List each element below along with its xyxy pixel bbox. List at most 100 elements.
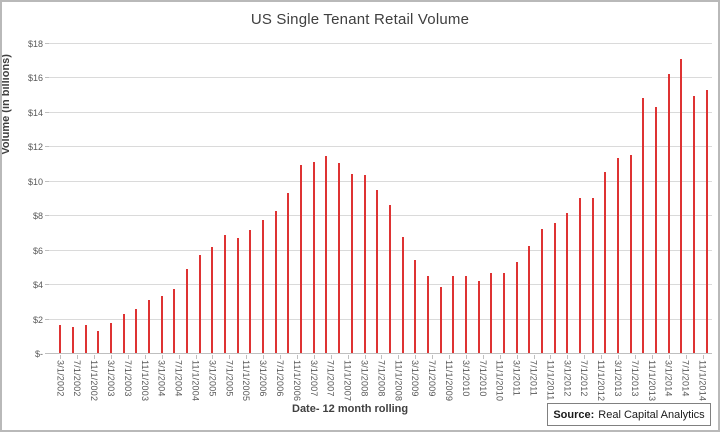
x-tick-label: 11/1/2014 [697, 360, 708, 402]
gridline [49, 180, 712, 182]
x-axis-tick-mark [195, 355, 197, 359]
x-tick-label: 3/1/2006 [258, 360, 269, 397]
x-tick-label: 11/1/2004 [190, 360, 201, 402]
x-axis-tick-mark [296, 355, 298, 359]
bar [642, 98, 645, 353]
bar [224, 235, 227, 353]
x-axis-tick-mark [212, 355, 214, 359]
x-tick-label: 11/1/2012 [596, 360, 607, 402]
x-tick-label: 7/1/2012 [579, 360, 590, 397]
x-axis-tick-mark [127, 355, 129, 359]
x-tick-label: 3/1/2009 [410, 360, 421, 397]
gridline [49, 215, 712, 217]
bar [97, 331, 100, 353]
bar [71, 327, 74, 353]
y-axis-tick-mark [45, 215, 49, 217]
bar [110, 322, 112, 353]
bar [173, 289, 176, 353]
x-axis-tick-mark [702, 355, 704, 359]
x-axis-tick-mark [449, 355, 450, 359]
x-axis-tick-mark [415, 355, 417, 359]
bar [287, 192, 290, 353]
x-axis-tick-mark [347, 355, 349, 359]
bar [667, 74, 670, 353]
x-tick-label: 11/1/2007 [342, 360, 353, 402]
bar [439, 286, 442, 353]
x-tick-label: 3/1/2007 [308, 360, 319, 397]
x-axis-tick-mark [263, 355, 265, 359]
bar [705, 89, 708, 353]
y-axis-tick-mark [45, 249, 49, 251]
bar [426, 275, 429, 353]
bar [236, 238, 239, 353]
y-tick-label: $8 [32, 211, 43, 222]
bar [198, 254, 201, 353]
bar [262, 220, 265, 353]
x-axis-tick-mark [668, 355, 670, 359]
x-axis-tick-mark [111, 355, 112, 359]
bar [566, 212, 569, 353]
x-axis-tick-mark [246, 355, 248, 359]
x-tick-label: 3/1/2013 [613, 360, 623, 397]
bar [414, 260, 417, 353]
gridline [49, 318, 712, 320]
gridline [49, 77, 712, 79]
y-axis-tick-mark [45, 146, 49, 148]
bar [528, 246, 531, 353]
x-axis-tick-mark [398, 355, 400, 359]
x-tick-label: 3/1/2011 [511, 360, 522, 396]
x-tick-label: 3/1/2008 [359, 360, 370, 397]
chart-title: US Single Tenant Retail Volume [250, 11, 470, 28]
bar [464, 275, 467, 353]
y-tick-label: $16 [27, 73, 43, 84]
plot-area [49, 43, 712, 354]
x-tick-label: 7/1/2014 [680, 360, 691, 397]
y-tick-label: $14 [27, 107, 43, 118]
bar [160, 296, 163, 353]
bar [249, 229, 252, 353]
x-axis-tick-mark [567, 355, 569, 359]
x-tick-label: 7/1/2010 [477, 360, 488, 397]
x-tick-label: 3/1/2005 [207, 360, 218, 397]
x-tick-label: 3/1/2012 [562, 360, 573, 397]
x-tick-label: 11/1/2006 [291, 360, 302, 402]
bar [148, 300, 151, 353]
x-axis-tick-mark [651, 355, 653, 359]
bar [693, 96, 696, 353]
x-axis-title: Date- 12 month rolling [292, 403, 409, 415]
x-tick-label: 3/1/2014 [663, 360, 674, 397]
x-tick-label: 3/1/2003 [106, 360, 116, 397]
y-axis-tick-mark [45, 318, 49, 320]
x-tick-label: 7/1/2005 [224, 360, 235, 397]
x-tick-label: 7/1/2008 [376, 360, 387, 397]
x-axis-tick-mark [432, 355, 434, 359]
bar [59, 324, 62, 353]
x-axis-tick-mark [280, 355, 281, 359]
gridline [49, 284, 712, 286]
y-axis-tick-mark [45, 353, 49, 354]
gridline [49, 111, 712, 113]
x-axis-tick-mark [499, 355, 501, 359]
gridline [49, 146, 712, 148]
bar [338, 162, 341, 353]
x-axis-tick-mark [330, 355, 332, 359]
x-axis-tick-mark [601, 355, 603, 359]
bar [312, 161, 315, 353]
bar [211, 247, 214, 353]
x-tick-label: 7/1/2013 [629, 360, 640, 397]
bar [274, 210, 277, 353]
x-axis-tick-mark [178, 355, 180, 359]
x-axis-tick-mark [161, 355, 163, 359]
y-axis-tick-mark [45, 43, 49, 44]
x-tick-label: 7/1/2003 [122, 360, 133, 397]
bar [135, 309, 138, 353]
bar [300, 165, 303, 353]
x-axis-tick-mark [465, 355, 467, 359]
x-tick-label: 11/1/2008 [393, 360, 404, 402]
bar [540, 229, 543, 353]
bar [388, 204, 391, 353]
y-axis-tick-mark [45, 284, 49, 286]
y-axis-tick-mark [45, 180, 49, 182]
bar [515, 261, 518, 353]
